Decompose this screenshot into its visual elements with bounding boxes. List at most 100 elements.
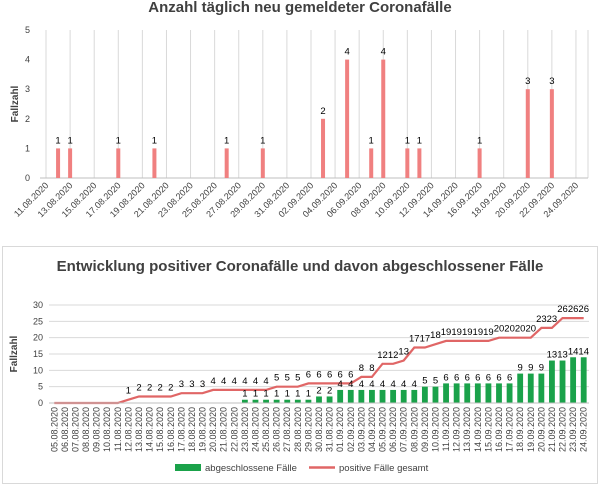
line-data-label: 5 [285,373,290,384]
bar [580,357,587,403]
data-label: 3 [525,76,530,87]
bar [464,383,471,403]
x-tick-label: 30.08.2020 [314,407,324,452]
bar [294,399,301,403]
line-data-label: 18 [430,330,441,341]
line-data-label: 17 [420,333,431,344]
x-tick-label: 16.09.2020 [494,407,504,452]
bar-data-label: 5 [433,376,438,387]
bar-data-label: 5 [422,376,427,387]
bar-data-label: 4 [380,379,385,390]
legend-label-bars: abgeschlossene Fälle [205,463,297,474]
bar-data-label: 1 [306,389,311,400]
line-data-label: 4 [232,376,237,387]
bar [549,360,555,403]
bar [432,386,439,403]
line-data-label: 26 [578,304,589,315]
line-data-label: 3 [200,379,205,390]
x-tick-label: 17.08.2020 [176,407,186,452]
bar-data-label: 2 [327,385,332,396]
line-data-label: 20 [494,324,505,335]
bar-data-label: 1 [253,389,258,400]
daily-cases-chart-panel: Anzahl täglich neu gemeldeter Coronafäll… [2,0,598,228]
x-tick-label: 07.09.2020 [399,407,409,452]
x-tick-label: 24.08.2020 [250,407,260,452]
data-label: 1 [369,135,374,146]
y-tick-label: 5 [25,25,30,35]
bar [453,383,460,403]
x-tick-label: 06.09.2020 [388,407,398,452]
line-data-label: 2 [136,382,141,393]
bar [369,389,375,403]
bar [321,118,326,178]
x-tick-label: 22.09.2020 [558,407,568,452]
bar-data-label: 9 [528,363,533,374]
line-data-label: 1 [126,386,131,397]
bar [517,373,524,403]
bar [345,59,350,178]
bar-data-label: 4 [338,379,343,390]
cumulative-cases-chart: Entwicklung positiver Coronafälle und da… [9,258,589,474]
bar-data-label: 1 [285,389,290,400]
y-tick-label: 0 [38,398,43,408]
line-data-label: 19 [462,327,473,338]
bar-data-label: 4 [369,379,374,390]
chart-title: Entwicklung positiver Coronafälle und da… [57,258,544,275]
x-tick-label: 23.09.2020 [568,407,578,452]
legend-label-line: positive Fälle gesamt [339,463,429,474]
x-tick-label: 16.08.2020 [166,407,176,452]
line-data-label: 8 [359,363,364,374]
bar-data-label: 4 [401,379,406,390]
bar [263,399,269,403]
data-label: 1 [152,135,157,146]
x-tick-label: 21.08.2020 [219,407,229,452]
bar [381,59,386,178]
y-tick-label: 5 [38,382,43,392]
x-tick-label: 08.08.2020 [81,407,91,452]
bar [224,148,229,178]
x-tick-label: 21.09.2020 [547,407,557,452]
x-tick-label: 05.08.2020 [49,407,59,452]
bar [421,386,428,403]
x-tick-label: 01.09.2020 [335,407,345,452]
bar-data-label: 6 [507,372,512,383]
x-tick-label: 26.08.2020 [272,407,282,452]
bar-data-label: 4 [412,379,417,390]
x-tick-label: 19.09.2020 [526,407,536,452]
x-tick-label: 18.08.2020 [187,407,197,452]
x-tick-label: 12.09.2020 [452,407,462,452]
y-tick-label: 10 [33,365,43,375]
data-label: 1 [67,135,72,146]
bar [474,383,481,403]
bar [152,148,157,178]
data-label: 1 [405,135,410,146]
line-data-label: 26 [557,304,568,315]
y-tick-label: 1 [25,143,30,153]
line-data-label: 23 [536,314,547,325]
line-data-label: 20 [525,324,536,335]
data-label: 1 [417,135,422,146]
x-tick-label: 07.08.2020 [70,407,80,452]
bar [379,389,386,403]
line-data-label: 4 [253,376,258,387]
y-axis-label: Fallzahl [9,335,20,372]
y-tick-label: 15 [33,349,43,359]
bar [405,148,410,178]
x-tick-label: 10.09.2020 [430,407,440,452]
y-tick-label: 4 [25,55,30,65]
x-tick-label: 31.08.2020 [325,407,335,452]
line-data-label: 19 [473,327,484,338]
bar-data-label: 14 [568,346,579,357]
x-tick-label: 25.08.2020 [261,407,271,452]
x-tick-label: 23.08.2020 [240,407,250,452]
bar-data-label: 9 [539,363,544,374]
line-data-label: 26 [568,304,579,315]
line-data-label: 12 [377,350,388,361]
bar-data-label: 9 [518,363,523,374]
bar [260,148,265,178]
x-tick-label: 20.09.2020 [536,407,546,452]
x-tick-label: 15.09.2020 [483,407,493,452]
y-tick-label: 2 [25,114,30,124]
line-data-label: 19 [483,327,494,338]
data-label: 1 [224,135,229,146]
